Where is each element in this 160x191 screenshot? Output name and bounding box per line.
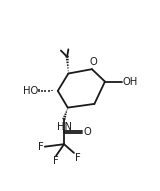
Text: O: O [89, 57, 97, 67]
Text: F: F [75, 153, 80, 163]
Text: HN: HN [57, 122, 72, 132]
Text: O: O [84, 127, 91, 137]
Text: F: F [53, 156, 59, 167]
Text: F: F [38, 142, 44, 152]
Text: HO: HO [23, 86, 38, 96]
Text: OH: OH [123, 77, 138, 87]
